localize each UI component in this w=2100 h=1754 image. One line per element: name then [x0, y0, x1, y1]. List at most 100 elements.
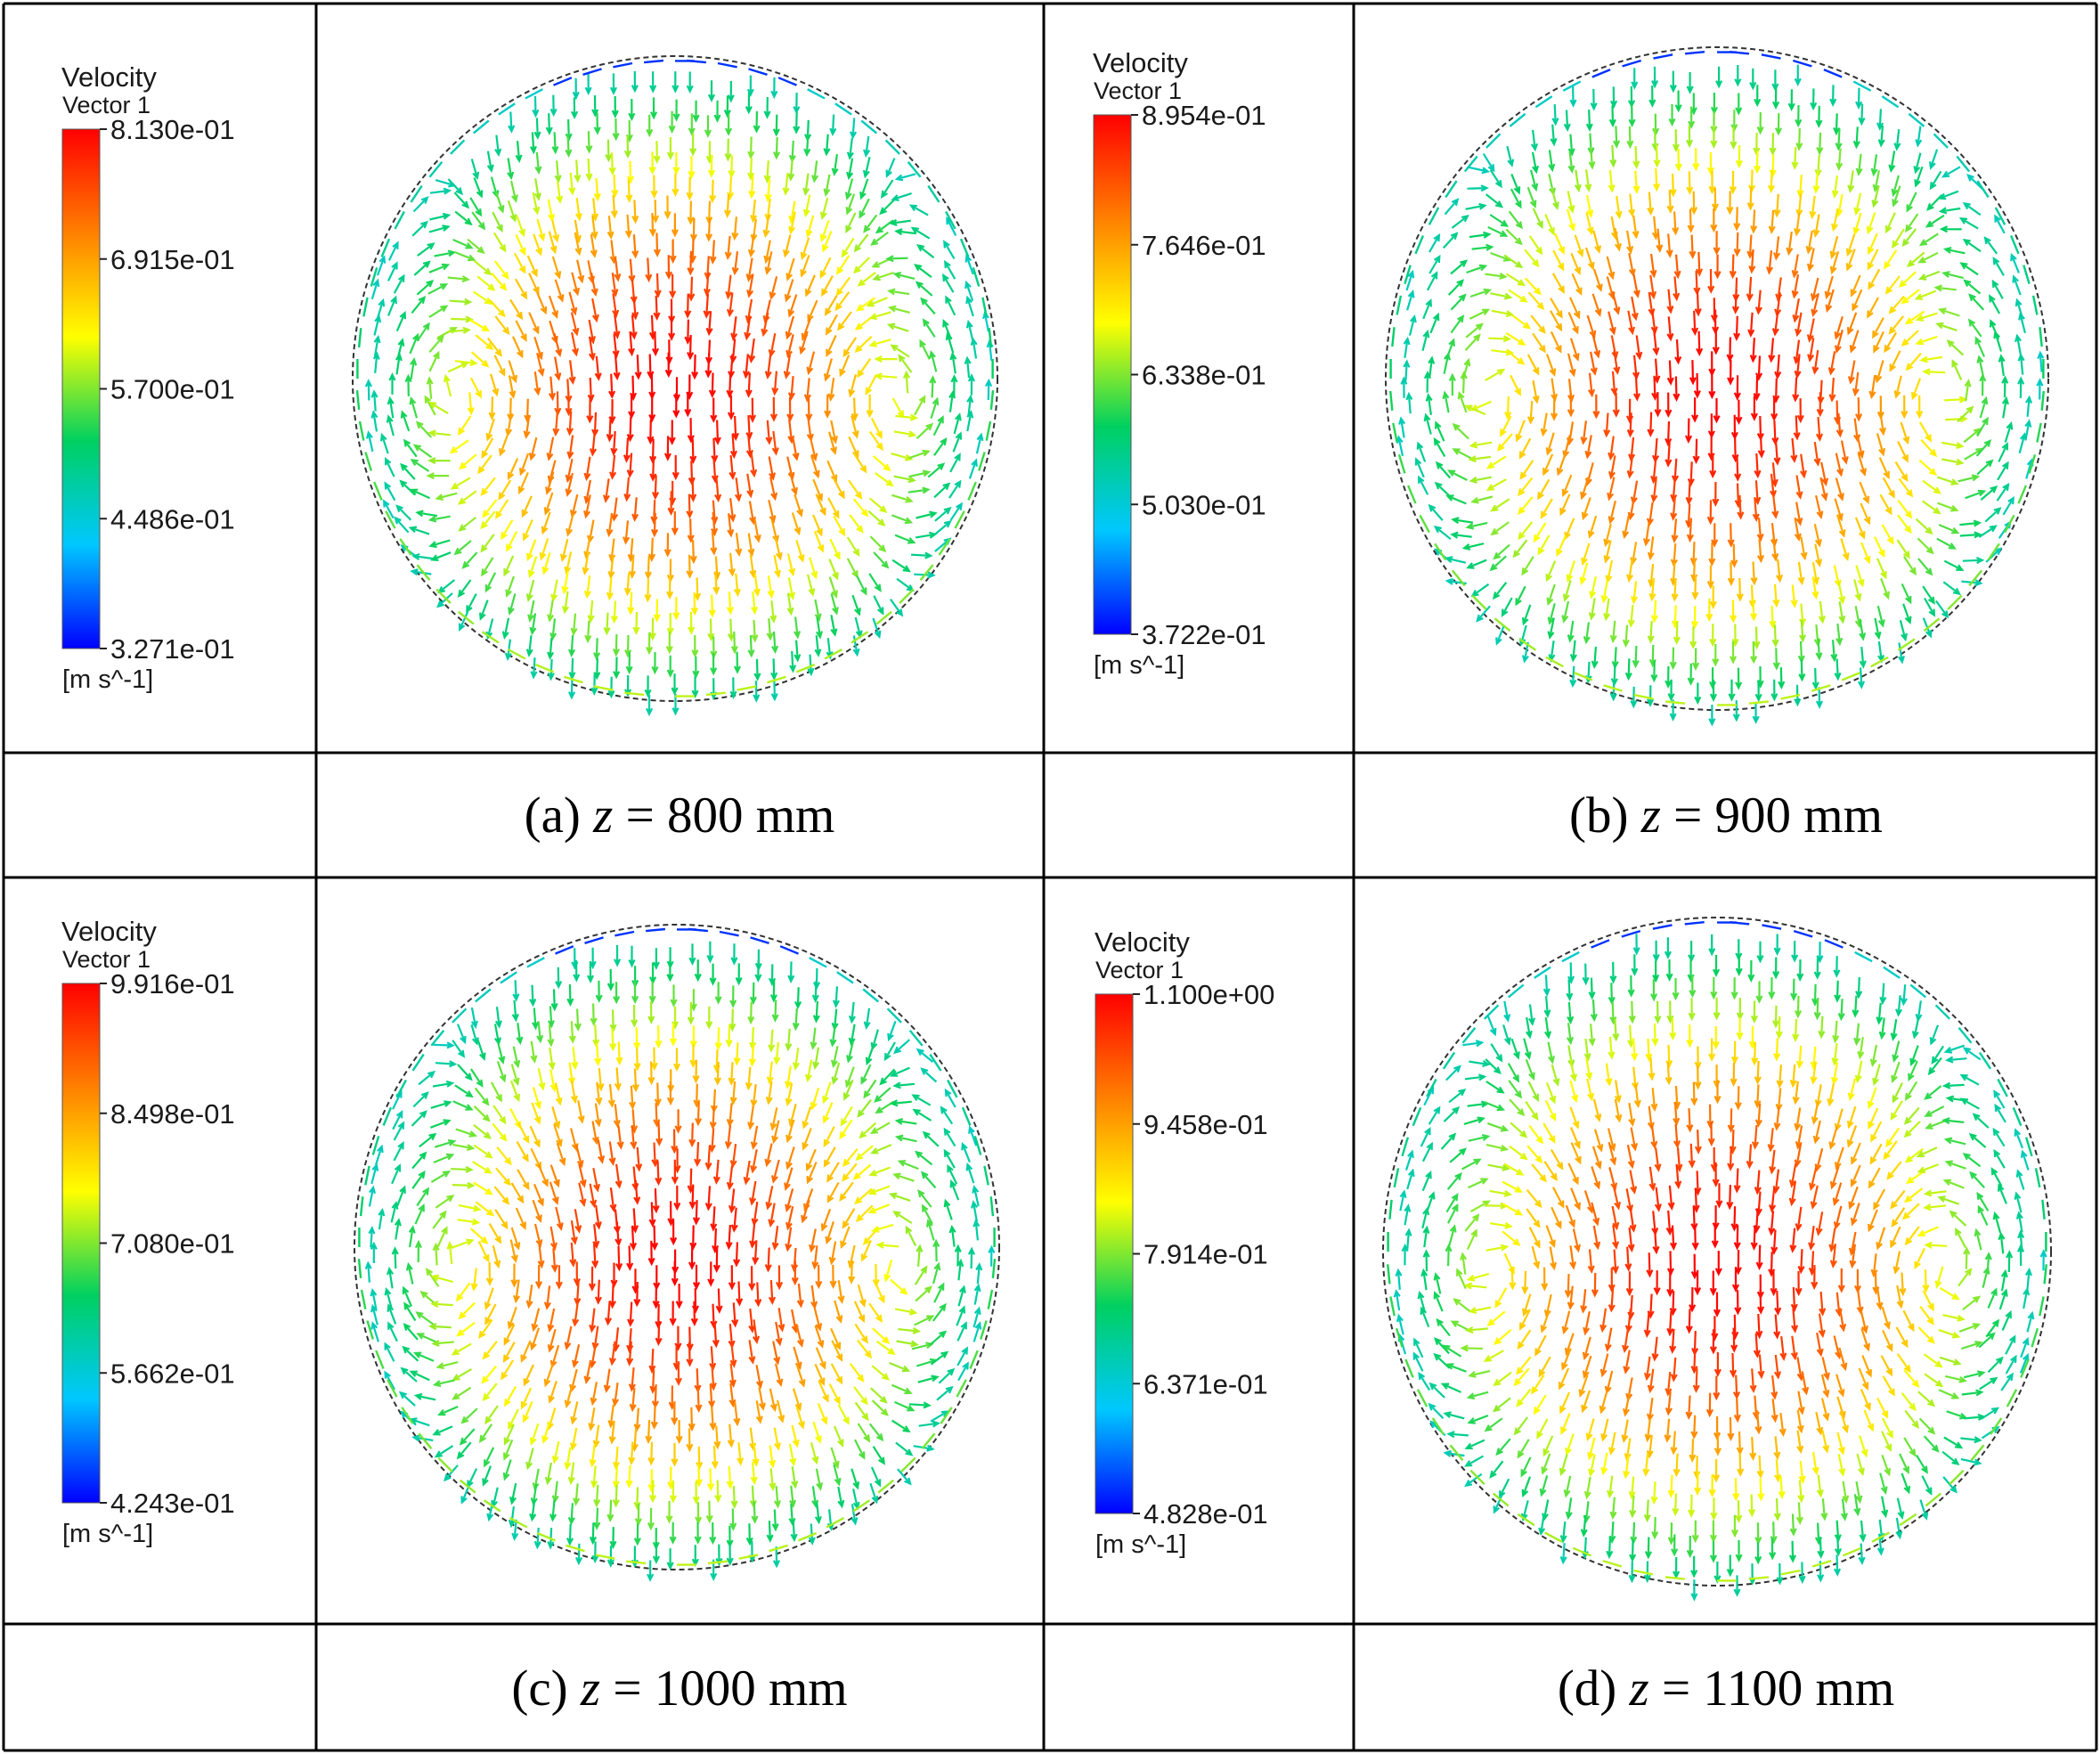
- velocity-arrow: [1754, 85, 1762, 108]
- velocity-arrow: [1513, 1416, 1528, 1436]
- velocity-arrow: [1901, 1473, 1911, 1495]
- colorbar-label-a-1: 6.915e-01: [110, 244, 235, 275]
- velocity-arrow: [412, 196, 429, 213]
- velocity-arrow: [565, 391, 573, 417]
- velocity-arrow: [479, 600, 489, 621]
- velocity-arrow: [475, 334, 494, 351]
- velocity-arrow: [1643, 1356, 1651, 1382]
- velocity-arrow: [673, 1185, 681, 1211]
- velocity-arrow: [730, 631, 738, 655]
- velocity-arrow: [448, 326, 471, 334]
- velocity-arrow: [1713, 1562, 1722, 1584]
- velocity-arrow: [1811, 350, 1819, 375]
- wall-arrow: [1545, 656, 1564, 668]
- velocity-arrow: [742, 354, 751, 379]
- velocity-arrow: [1755, 981, 1763, 1004]
- velocity-arrow: [2017, 353, 2025, 375]
- velocity-arrow: [647, 1061, 655, 1086]
- velocity-arrow: [852, 635, 860, 657]
- velocity-arrow: [426, 376, 434, 399]
- velocity-arrow: [1465, 322, 1484, 339]
- velocity-arrow: [837, 1404, 850, 1425]
- velocity-arrow: [548, 1047, 556, 1071]
- velocity-arrow: [1651, 1023, 1659, 1047]
- velocity-arrow: [1896, 1285, 1904, 1309]
- velocity-arrow: [671, 1443, 679, 1467]
- velocity-arrow: [829, 538, 841, 560]
- velocity-arrow: [1756, 539, 1765, 564]
- velocity-arrow: [692, 656, 700, 680]
- velocity-arrow: [763, 240, 771, 265]
- velocity-arrow: [725, 113, 733, 136]
- velocity-arrow: [1626, 559, 1634, 583]
- velocity-arrow: [686, 554, 694, 579]
- velocity-arrow: [857, 1098, 872, 1118]
- velocity-arrow: [615, 1163, 623, 1189]
- velocity-arrow: [1726, 1554, 1734, 1578]
- velocity-arrow: [1650, 309, 1658, 335]
- velocity-arrow: [810, 1027, 818, 1050]
- velocity-arrow: [629, 555, 637, 580]
- velocity-arrow: [853, 453, 867, 474]
- velocity-arrow: [975, 1262, 983, 1285]
- velocity-arrow: [1531, 1163, 1547, 1183]
- velocity-arrow: [2006, 1250, 2014, 1273]
- velocity-arrow: [1815, 105, 1823, 128]
- velocity-arrow: [1838, 1308, 1847, 1333]
- velocity-arrow: [476, 1040, 486, 1062]
- velocity-arrow: [870, 417, 883, 439]
- velocity-arrow: [1613, 126, 1621, 149]
- velocity-arrow: [897, 1160, 919, 1171]
- velocity-arrow: [604, 1301, 613, 1326]
- velocity-arrow: [449, 439, 469, 454]
- velocity-arrow: [492, 1122, 508, 1142]
- velocity-arrow: [749, 1223, 757, 1249]
- velocity-arrow: [663, 436, 672, 461]
- velocity-arrow: [1706, 151, 1714, 176]
- velocity-arrow: [556, 1142, 566, 1167]
- velocity-arrow: [908, 204, 929, 216]
- velocity-arrow: [727, 80, 735, 103]
- velocity-arrow: [400, 410, 411, 432]
- velocity-arrow: [854, 336, 873, 354]
- velocity-arrow: [574, 198, 582, 222]
- velocity-arrow: [933, 482, 951, 499]
- velocity-arrow: [1845, 249, 1856, 272]
- velocity-arrow: [896, 577, 915, 592]
- velocity-arrow: [1774, 354, 1782, 380]
- velocity-arrow: [917, 1375, 940, 1383]
- velocity-arrow: [728, 1188, 737, 1214]
- velocity-arrow: [411, 552, 434, 561]
- velocity-arrow: [457, 579, 472, 599]
- velocity-arrow: [1482, 153, 1495, 173]
- velocity-arrow: [543, 1285, 551, 1310]
- velocity-arrow: [1711, 1223, 1719, 1249]
- velocity-arrow: [730, 316, 738, 342]
- velocity-arrow: [1709, 680, 1717, 702]
- velocity-arrow: [1929, 170, 1942, 191]
- wall-arrow: [1534, 95, 1553, 109]
- velocity-arrow: [1775, 1016, 1783, 1040]
- velocity-arrow: [452, 1386, 472, 1400]
- velocity-arrow: [1673, 376, 1681, 402]
- velocity-arrow: [447, 275, 471, 283]
- vector-arrows-c: [357, 927, 997, 1582]
- velocity-arrow: [1485, 1058, 1502, 1075]
- velocity-arrow: [1476, 605, 1491, 623]
- velocity-arrow: [635, 1146, 643, 1172]
- velocity-arrow: [859, 198, 870, 219]
- velocity-arrow: [1884, 275, 1901, 295]
- velocity-arrow: [550, 989, 558, 1012]
- wall-arrow: [2034, 1168, 2041, 1188]
- velocity-arrow: [1805, 230, 1813, 255]
- velocity-arrow: [477, 1241, 490, 1263]
- velocity-arrow: [1527, 1004, 1536, 1026]
- velocity-arrow: [647, 1507, 655, 1531]
- velocity-arrow: [1537, 534, 1551, 556]
- velocity-arrow: [1570, 252, 1582, 276]
- vector-arrows-a: [355, 59, 995, 717]
- velocity-arrow: [1751, 1125, 1760, 1150]
- velocity-arrow: [706, 941, 714, 964]
